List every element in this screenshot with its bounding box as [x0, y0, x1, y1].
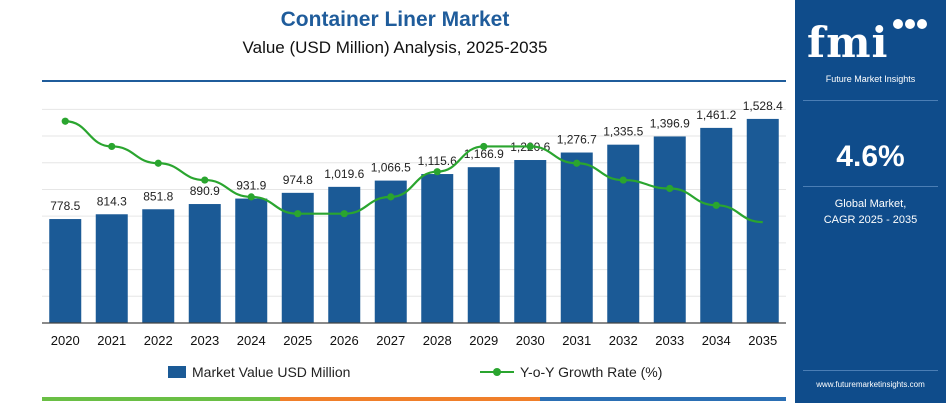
bar-value-label-2034: 1,461.2: [696, 108, 736, 122]
x-tick-label-2028: 2028: [423, 333, 452, 348]
x-tick-label-2030: 2030: [516, 333, 545, 348]
x-tick-label-2024: 2024: [237, 333, 266, 348]
chart-title: Container Liner Market: [280, 8, 510, 31]
sidebar-divider-bottom: [803, 370, 938, 371]
chart-plot: 778.5 2020 814.3 2021 851.8 2022 890.9 2023 931.…: [42, 99, 786, 348]
x-tick-label-2032: 2032: [609, 333, 638, 348]
bar-2027: [374, 180, 407, 323]
bar-value-label-2032: 1,335.5: [603, 125, 643, 139]
growth-point-2028: [433, 168, 441, 176]
bar-value-label-2022: 851.8: [143, 189, 173, 203]
growth-point-2025: [294, 210, 302, 218]
legend-label-market-value: Market Value USD Million: [192, 364, 351, 380]
website-link[interactable]: www.futuremarketinsights.com: [816, 380, 925, 389]
logo-subtitle: Future Market Insights: [825, 74, 916, 84]
growth-point-2034: [712, 201, 720, 209]
x-tick-label-2031: 2031: [562, 333, 591, 348]
x-tick-label-2027: 2027: [376, 333, 405, 348]
bar-value-label-2031: 1,276.7: [557, 133, 597, 147]
x-tick-label-2020: 2020: [51, 333, 80, 348]
cagr-value: 4.6%: [836, 140, 905, 173]
growth-rate-line: [65, 120, 763, 224]
footer-stripe-green: [42, 397, 280, 401]
bar-2028: [421, 174, 454, 323]
legend-item-growth-rate: Y-o-Y Growth Rate (%): [480, 364, 662, 380]
cagr-label-line1: Global Market,: [834, 198, 907, 210]
bar-2031: [560, 152, 593, 323]
sidebar-panel: fmi Future Market Insights 4.6% Global M…: [795, 0, 946, 403]
header-divider: [42, 80, 786, 82]
x-tick-label-2034: 2034: [702, 333, 731, 348]
bar-value-label-2021: 814.3: [97, 194, 127, 208]
x-tick-label-2025: 2025: [283, 333, 312, 348]
bar-value-label-2025: 974.8: [283, 173, 313, 187]
x-tick-label-2033: 2033: [655, 333, 684, 348]
bar-2034: [700, 127, 733, 323]
bar-2024: [235, 198, 268, 323]
x-tick-label-2026: 2026: [330, 333, 359, 348]
growth-point-2029: [480, 142, 488, 151]
cagr-label-line2: CAGR 2025 - 2035: [823, 214, 918, 226]
bar-value-label-2028: 1,115.6: [418, 154, 457, 168]
bar-value-label-2026: 1,019.6: [324, 167, 364, 181]
x-tick-label-2021: 2021: [97, 333, 126, 348]
sidebar-divider-middle: [803, 186, 938, 187]
growth-point-2032: [619, 176, 627, 184]
bar-2020: [49, 219, 82, 323]
bar-value-label-2020: 778.5: [50, 199, 80, 213]
x-tick-label-2035: 2035: [748, 333, 777, 348]
growth-point-2024: [247, 193, 255, 201]
growth-point-2031: [573, 159, 581, 167]
footer-stripe-orange: [280, 397, 540, 401]
bar-2026: [328, 186, 361, 323]
logo-wordmark: fmi: [807, 18, 889, 67]
growth-point-2033: [666, 184, 674, 193]
bar-2023: [188, 204, 221, 323]
bar-value-label-2023: 890.9: [190, 184, 220, 198]
footer-stripe-blue: [540, 397, 786, 401]
x-tick-label-2029: 2029: [469, 333, 498, 348]
cagr-label: Global Market, CAGR 2025 - 2035: [795, 196, 946, 228]
bar-2021: [95, 214, 128, 323]
bar-2033: [653, 136, 686, 323]
legend-bar-swatch: [168, 366, 186, 378]
growth-point-2021: [108, 142, 116, 151]
growth-point-2022: [154, 159, 162, 167]
x-tick-label-2022: 2022: [144, 333, 173, 348]
bar-value-label-2029: 1,166.9: [464, 147, 504, 161]
growth-point-2023: [201, 176, 209, 184]
bar-value-label-2035: 1,528.4: [743, 99, 783, 113]
bar-2029: [467, 167, 500, 323]
bar-value-label-2033: 1,396.9: [650, 116, 690, 130]
growth-point-2027: [387, 193, 395, 201]
growth-point-2030: [526, 142, 534, 151]
fmi-logo: fmi Future Market Insights: [795, 10, 946, 84]
bar-2032: [607, 144, 640, 323]
chart-panel: Container Liner Market Value (USD Millio…: [0, 8, 790, 401]
sidebar-divider-top: [803, 100, 938, 101]
legend-item-market-value: Market Value USD Million: [168, 364, 350, 380]
chart-subtitle: Value (USD Million) Analysis, 2025-2035: [242, 38, 548, 57]
legend-label-growth-rate: Y-o-Y Growth Rate (%): [520, 364, 663, 380]
logo-people-icon: [891, 16, 927, 34]
bar-value-label-2024: 931.9: [236, 179, 266, 193]
chart-legend: Market Value USD Million Y-o-Y Growth Ra…: [0, 364, 790, 384]
x-tick-label-2023: 2023: [190, 333, 219, 348]
growth-point-2026: [340, 210, 348, 218]
growth-point-2020: [61, 117, 69, 125]
legend-line-swatch: [480, 366, 514, 378]
bar-value-label-2027: 1,066.5: [371, 161, 411, 175]
bar-2022: [142, 209, 175, 323]
bar-2030: [514, 160, 547, 323]
